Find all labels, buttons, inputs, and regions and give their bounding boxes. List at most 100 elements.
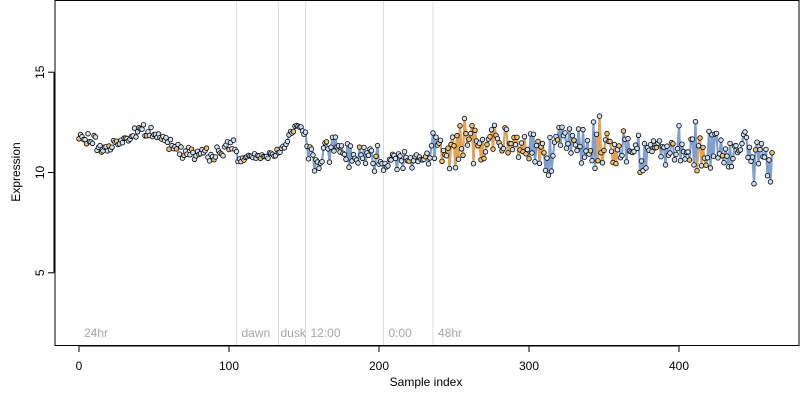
data-point — [563, 145, 570, 151]
x-tick-label: 200 — [369, 359, 389, 373]
data-point — [505, 150, 511, 156]
data-point — [356, 144, 363, 150]
data-point — [686, 157, 693, 163]
data-point — [592, 165, 598, 171]
data-point — [302, 129, 309, 135]
data-point — [691, 162, 697, 168]
data-point — [751, 181, 757, 187]
data-point — [220, 152, 226, 159]
data-point — [761, 154, 768, 160]
data-point — [397, 153, 403, 159]
data-point — [472, 127, 478, 133]
data-point — [373, 153, 379, 159]
data-point — [529, 150, 535, 156]
data-point — [649, 148, 655, 155]
phase-label: 24hr — [84, 326, 108, 340]
data-point — [176, 151, 183, 157]
data-point — [500, 145, 507, 152]
data-point — [320, 145, 327, 151]
data-point — [548, 168, 555, 174]
data-point — [445, 145, 451, 151]
data-point — [133, 134, 139, 140]
data-point — [584, 137, 591, 144]
data-point — [595, 158, 601, 164]
data-point — [455, 156, 462, 162]
data-point — [92, 134, 99, 140]
data-point — [722, 146, 729, 152]
data-point — [587, 148, 594, 154]
data-point — [749, 154, 756, 160]
data-point — [515, 154, 522, 160]
data-point — [532, 159, 538, 165]
data-point — [541, 150, 547, 156]
plot-frame — [54, 0, 800, 346]
phase-label: dawn — [242, 326, 271, 340]
data-point — [764, 172, 771, 179]
data-point — [437, 137, 444, 143]
data-point — [481, 155, 487, 162]
data-point — [568, 150, 574, 156]
data-point — [752, 147, 759, 153]
x-tick-label: 300 — [519, 359, 539, 373]
data-point — [737, 147, 744, 153]
data-point — [674, 145, 681, 152]
data-point — [664, 143, 670, 149]
data-point — [707, 165, 714, 171]
data-point — [425, 161, 432, 167]
data-point — [767, 179, 774, 185]
data-point — [547, 134, 553, 141]
data-point — [572, 142, 579, 148]
x-tick-label: 0 — [76, 359, 83, 373]
data-point — [545, 172, 552, 178]
data-point — [401, 148, 408, 155]
data-point — [574, 147, 580, 154]
data-point — [623, 159, 630, 165]
data-point — [578, 160, 585, 166]
data-point — [163, 134, 169, 141]
data-point — [308, 146, 315, 152]
data-point — [491, 122, 498, 128]
data-point — [565, 141, 571, 147]
data-point — [316, 165, 322, 171]
data-point — [613, 160, 619, 167]
data-point — [362, 160, 369, 166]
data-point — [581, 154, 588, 160]
data-point — [85, 130, 91, 137]
phase-labels: 24hr dawn dusk 12:00 0:00 48hr — [84, 326, 462, 340]
data-point — [557, 142, 564, 148]
data-point — [671, 157, 678, 163]
data-point — [706, 128, 712, 135]
highlight-series-line — [595, 116, 620, 164]
data-point — [371, 168, 378, 174]
data-point — [653, 144, 660, 151]
data-point — [346, 164, 352, 170]
data-point — [763, 146, 769, 153]
data-point — [361, 144, 367, 151]
data-point — [524, 146, 531, 153]
data-point — [446, 165, 453, 172]
data-point — [700, 144, 706, 151]
data-point — [479, 136, 486, 143]
x-tick-label: 400 — [669, 359, 689, 373]
data-point — [385, 163, 391, 169]
data-point — [265, 155, 271, 161]
data-point — [727, 140, 733, 147]
data-point — [140, 122, 147, 128]
data-point — [488, 127, 495, 133]
phase-label: 48hr — [438, 326, 462, 340]
data-point — [97, 142, 103, 149]
y-axis: 5 10 15 — [33, 65, 55, 276]
data-point — [670, 141, 676, 147]
data-point — [599, 160, 606, 166]
phase-label: 0:00 — [389, 326, 413, 340]
data-point — [460, 152, 466, 158]
data-point — [757, 146, 763, 153]
data-point — [596, 113, 603, 119]
data-point — [332, 134, 339, 140]
data-point — [452, 164, 459, 171]
data-point — [212, 154, 219, 160]
data-point — [311, 168, 318, 174]
data-point — [562, 130, 568, 136]
y-axis-title: Expression — [9, 142, 23, 201]
x-axis: 0 100 200 300 400 — [76, 345, 689, 373]
